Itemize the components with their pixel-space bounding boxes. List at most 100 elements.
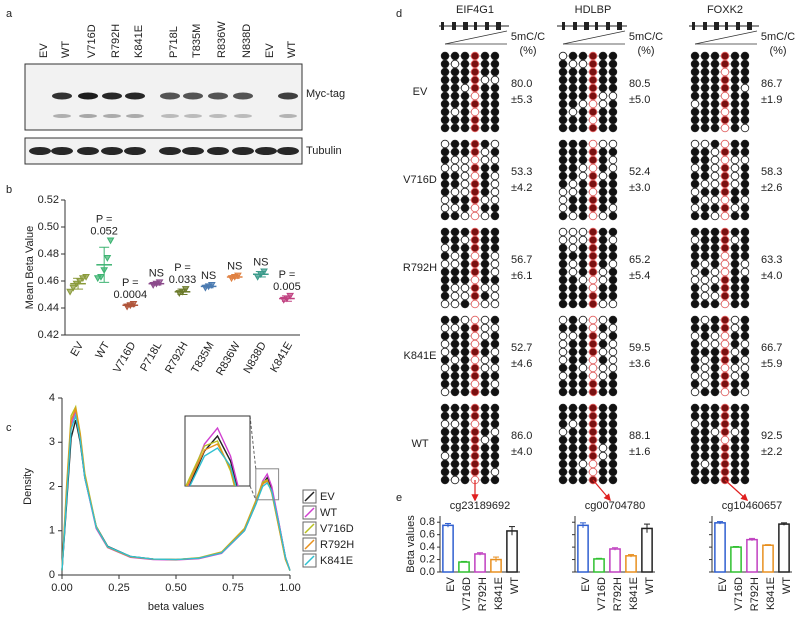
cpg-site [690, 379, 700, 389]
cpg-site [598, 179, 608, 189]
cpg-site [588, 355, 598, 365]
cpg-site [490, 115, 500, 125]
cpg-site [690, 371, 700, 381]
cpg-site [490, 171, 500, 181]
cpg-site [730, 171, 740, 181]
cpg-site [730, 371, 740, 381]
cpg-site [558, 379, 568, 389]
band-label: Myc-tag [306, 88, 345, 100]
cpg-site [490, 475, 500, 485]
cpg-site [460, 195, 470, 205]
cpg-site [720, 139, 730, 149]
cpg-site [608, 67, 618, 77]
inset [185, 426, 239, 486]
cpg-site [460, 171, 470, 181]
cpg-site [598, 379, 608, 389]
cpg-site [578, 467, 588, 477]
band [184, 114, 202, 118]
cpg-site [588, 435, 598, 445]
x-tick-label: K841E [628, 577, 640, 610]
cpg-site [440, 155, 450, 165]
exon [562, 22, 565, 30]
cpg-site [720, 123, 730, 133]
cpg-site [440, 339, 450, 349]
cpg-site [720, 347, 730, 357]
cpg-site [578, 67, 588, 77]
cpg-site [710, 475, 720, 485]
legend-line [304, 539, 315, 550]
cpg-site [710, 275, 720, 285]
band [232, 147, 254, 155]
cpg-site [568, 347, 578, 357]
cpg-site [730, 291, 740, 301]
cpg-site [608, 235, 618, 245]
cpg-site [558, 227, 568, 237]
cpg-site [700, 179, 710, 189]
cpg-site [558, 211, 568, 221]
cpg-site [440, 235, 450, 245]
cpg-site [690, 339, 700, 349]
cpg-site [720, 91, 730, 101]
cpg-site [470, 379, 480, 389]
cpg-site [608, 115, 618, 125]
sample-label: WT [411, 438, 428, 450]
cpg-site [480, 355, 490, 365]
cpg-site [578, 99, 588, 109]
band [208, 92, 228, 100]
cpg-site [470, 411, 480, 421]
cpg-site [568, 267, 578, 277]
cpg-site [450, 59, 460, 69]
data-point [103, 255, 112, 262]
cpg-site [480, 267, 490, 277]
x-tick-label: 1.00 [279, 582, 300, 594]
cpg-site [700, 203, 710, 213]
cpg-site [710, 347, 720, 357]
bar [762, 544, 774, 573]
cpg-site [470, 363, 480, 373]
cpg-site [450, 195, 460, 205]
cpg-site [470, 467, 480, 477]
cpg-site [470, 235, 480, 245]
cpg-site [710, 387, 720, 397]
percent-sd: ±3.6 [629, 358, 650, 370]
cpg-site [690, 331, 700, 341]
cpg-site [450, 267, 460, 277]
cpg-site [700, 419, 710, 429]
cpg-site [690, 291, 700, 301]
cpg-site [578, 75, 588, 85]
cpg-site [490, 315, 500, 325]
exon [463, 22, 468, 30]
y-tick-label: 0.6 [420, 529, 435, 541]
cpg-site [490, 203, 500, 213]
cpg-site [690, 251, 700, 261]
cpg-site [608, 435, 618, 445]
cpg-site [490, 123, 500, 133]
cpg-site [568, 419, 578, 429]
cpg-site [440, 115, 450, 125]
cpg-site [450, 51, 460, 61]
cpg-site [700, 195, 710, 205]
cpg-site [490, 59, 500, 69]
cpg-site [480, 115, 490, 125]
cpg-site [490, 411, 500, 421]
cpg-site [558, 139, 568, 149]
cpg-site [440, 187, 450, 197]
cpg-site [598, 371, 608, 381]
cpg-site [720, 227, 730, 237]
cpg-site [568, 99, 578, 109]
cpg-site [690, 59, 700, 69]
cpg-site [450, 83, 460, 93]
cpg-site [690, 411, 700, 421]
band [233, 92, 253, 100]
cpg-site [690, 115, 700, 125]
cpg-site [700, 75, 710, 85]
exon [496, 22, 501, 30]
cpg-site [598, 147, 608, 157]
cpg-site [720, 459, 730, 469]
cpg-site [480, 419, 490, 429]
cpg-site [720, 203, 730, 213]
cpg-site [578, 203, 588, 213]
cpg-site [740, 59, 750, 69]
percent-sd: ±5.4 [629, 270, 650, 282]
cpg-site [740, 147, 750, 157]
